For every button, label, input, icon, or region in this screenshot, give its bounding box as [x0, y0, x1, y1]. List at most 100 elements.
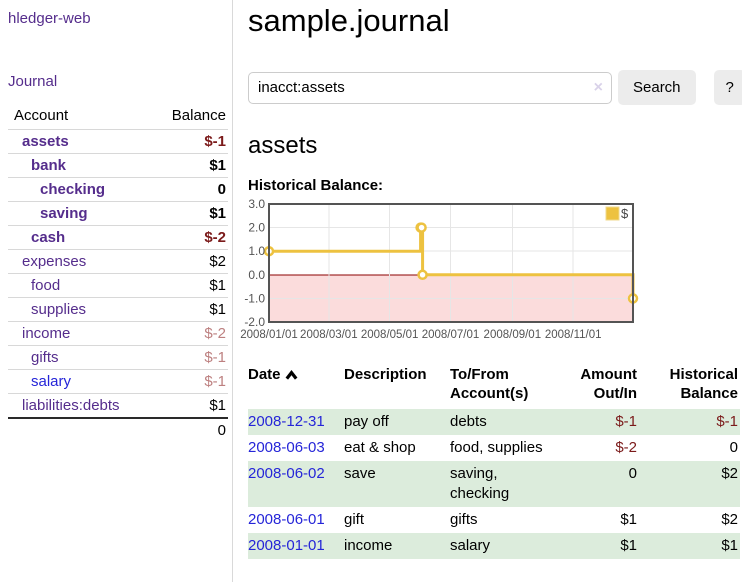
search-button[interactable]: Search — [618, 70, 696, 105]
account-balance: $-1 — [149, 369, 228, 394]
main-content: sample.journal × Search ? assets Histori… — [233, 0, 742, 582]
account-link[interactable]: gifts — [31, 349, 59, 366]
account-link[interactable]: saving — [40, 205, 88, 222]
register-description: income — [344, 533, 450, 559]
sort-ascending-icon — [285, 366, 298, 385]
account-balance: $1 — [149, 153, 228, 178]
account-balance: $-2 — [149, 321, 228, 346]
register-row: 2008-12-31 pay off debts $-1 $-1 — [248, 409, 740, 435]
svg-text:0.0: 0.0 — [248, 268, 265, 282]
search-box: × — [248, 71, 612, 104]
register-date-link[interactable]: 2008-12-31 — [248, 413, 325, 430]
sidebar-item-journal[interactable]: Journal — [8, 73, 58, 90]
svg-text:2.0: 2.0 — [248, 221, 265, 235]
account-link[interactable]: food — [31, 277, 61, 294]
register-header-description: Description — [344, 366, 427, 383]
page-title: sample.journal — [248, 3, 450, 38]
svg-text:2008/01/01: 2008/01/01 — [240, 329, 298, 341]
register-header-balance: Historical Balance — [669, 366, 738, 402]
svg-text:2008/03/01: 2008/03/01 — [300, 329, 358, 341]
svg-text:2008/11/01: 2008/11/01 — [545, 329, 602, 341]
account-heading: assets — [248, 132, 318, 159]
register-amount: $1 — [620, 511, 637, 528]
account-row: expenses $2 — [8, 249, 228, 274]
app-title-link[interactable]: hledger-web — [8, 10, 91, 27]
register-description: save — [344, 461, 450, 507]
svg-text:2008/05/01: 2008/05/01 — [361, 329, 419, 341]
account-row: salary $-1 — [8, 369, 228, 394]
account-link[interactable]: income — [22, 325, 71, 342]
register-balance: $2 — [721, 511, 738, 528]
account-link[interactable]: bank — [31, 157, 67, 174]
svg-text:3.0: 3.0 — [248, 197, 265, 211]
help-button[interactable]: ? — [713, 70, 742, 105]
register-amount: $-1 — [558, 409, 645, 435]
register-date-link[interactable]: 2008-06-01 — [248, 511, 325, 528]
account-link[interactable]: salary — [31, 373, 72, 390]
register-accounts: saving, checking — [450, 461, 558, 507]
account-row: income $-2 — [8, 321, 228, 346]
register-description: eat & shop — [344, 439, 416, 456]
account-balance: $-2 — [149, 225, 228, 250]
svg-text:$: $ — [621, 206, 629, 221]
register-row: 2008-06-03 eat & shop food, supplies $-2… — [248, 435, 740, 461]
accounts-table: Account Balance assets $-1 bank $1 check… — [8, 105, 228, 442]
account-balance: $-1 — [149, 345, 228, 370]
account-row: checking 0 — [8, 177, 228, 202]
account-link[interactable]: checking — [40, 181, 106, 198]
account-balance: $1 — [149, 273, 228, 298]
accounts-total-balance: 0 — [149, 417, 228, 442]
register-balance: $-1 — [645, 409, 740, 435]
account-link[interactable]: supplies — [31, 301, 87, 318]
account-link[interactable]: liabilities:debts — [22, 397, 120, 414]
accounts-total-row: 0 — [8, 417, 228, 442]
account-balance: 0 — [149, 177, 228, 202]
account-balance: $-1 — [149, 129, 228, 154]
register-description: gift — [344, 511, 365, 528]
search-bar: × Search ? — [248, 70, 742, 105]
svg-text:2008/07/01: 2008/07/01 — [422, 329, 480, 341]
account-row: saving $1 — [8, 201, 228, 226]
register-amount: 0 — [558, 461, 645, 507]
account-link[interactable]: cash — [31, 229, 66, 246]
register-accounts: food, supplies — [450, 439, 543, 456]
register-balance: 0 — [729, 439, 738, 456]
register-header-date-label: Date — [248, 366, 281, 383]
svg-text:-2.0: -2.0 — [244, 315, 265, 329]
register-accounts: salary — [450, 533, 558, 559]
register-row: 2008-06-02 save saving, checking 0 $2 — [248, 461, 740, 507]
register-row: 2008-01-01 income salary $1 $1 — [248, 533, 740, 559]
register-accounts: gifts — [450, 511, 478, 528]
register-header-account: To/From Account(s) — [450, 366, 529, 402]
register-amount: $-2 — [615, 439, 637, 456]
register-header-date[interactable]: Date — [248, 365, 344, 409]
svg-text:2008/09/01: 2008/09/01 — [484, 329, 542, 341]
chart-title: Historical Balance: — [248, 177, 384, 194]
account-row: assets $-1 — [8, 129, 228, 154]
account-row: liabilities:debts $1 — [8, 393, 228, 418]
register-date-link[interactable]: 2008-06-02 — [248, 465, 325, 482]
account-balance: $1 — [149, 297, 228, 322]
accounts-header-balance: Balance — [171, 107, 226, 124]
search-input[interactable] — [248, 71, 612, 104]
account-row: cash $-2 — [8, 225, 228, 250]
register-accounts: debts — [450, 409, 558, 435]
account-link[interactable]: assets — [22, 133, 69, 150]
register-date-link[interactable]: 2008-01-01 — [248, 537, 325, 554]
register-date-link[interactable]: 2008-06-03 — [248, 439, 325, 456]
register-header-amount: Amount Out/In — [580, 366, 637, 402]
account-balance: $1 — [149, 201, 228, 226]
balance-chart[interactable]: $3.0 2.0 1.0 0.0 -1.0 -2.0 2008/01/01 2008/03/0… — [239, 197, 659, 344]
account-balance: $2 — [149, 249, 228, 274]
register-header-row: Date Description To/From Account(s) Amou… — [248, 365, 740, 409]
clear-search-icon[interactable]: × — [593, 78, 603, 96]
accounts-header-account: Account — [14, 107, 69, 124]
svg-text:1.0: 1.0 — [248, 244, 265, 258]
account-link[interactable]: expenses — [22, 253, 87, 270]
sidebar: hledger-web Journal Account Balance asse… — [0, 0, 233, 582]
account-row: bank $1 — [8, 153, 228, 178]
register-amount: $1 — [558, 533, 645, 559]
register-table: Date Description To/From Account(s) Amou… — [248, 365, 740, 559]
